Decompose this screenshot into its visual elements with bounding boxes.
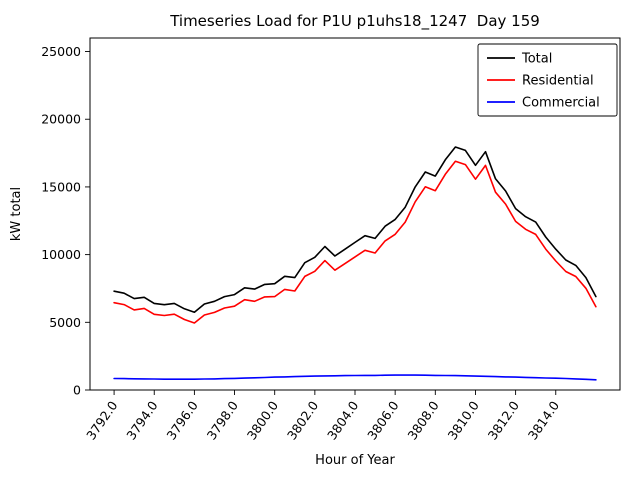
y-tick-label: 5000 [49,315,81,330]
series-line-residential [113,160,597,324]
x-tick-label: 3810.0 [445,398,482,442]
x-tick-label: 3812.0 [485,398,522,442]
plot-border [89,37,621,391]
legend-label: Commercial [522,96,600,111]
x-tick-label: 3808.0 [404,398,441,442]
y-tick-label: 0 [73,383,81,398]
chart-title: Timeseries Load for P1U p1uhs18_1247 Day… [169,12,540,31]
legend-box [477,43,618,117]
x-tick-label: 3806.0 [364,398,401,442]
y-tick-label: 10000 [41,247,81,262]
x-tick-label: 3796.0 [163,398,200,442]
x-axis-label: Hour of Year [315,453,395,468]
x-tick-label: 3798.0 [204,398,241,442]
y-axis-label: kW total [9,187,24,241]
y-tick-label: 15000 [41,179,81,194]
y-tick-label: 25000 [41,44,81,59]
x-tick-label: 3800.0 [244,398,281,442]
x-tick-label: 3802.0 [284,398,321,442]
series-line-commercial [113,374,597,381]
y-tick-label: 20000 [41,112,81,127]
x-tick-label: 3814.0 [525,398,562,442]
legend-label: Total [521,52,552,67]
x-tick-label: 3792.0 [83,398,120,442]
legend-label: Residential [522,74,594,89]
x-tick-label: 3804.0 [324,398,361,442]
x-tick-label: 3794.0 [123,398,160,442]
series-line-total [113,146,597,314]
plot-area: 3792.0 3794.0 3796.0 3798.0 3800.0 3802.0 3804… [41,37,621,443]
